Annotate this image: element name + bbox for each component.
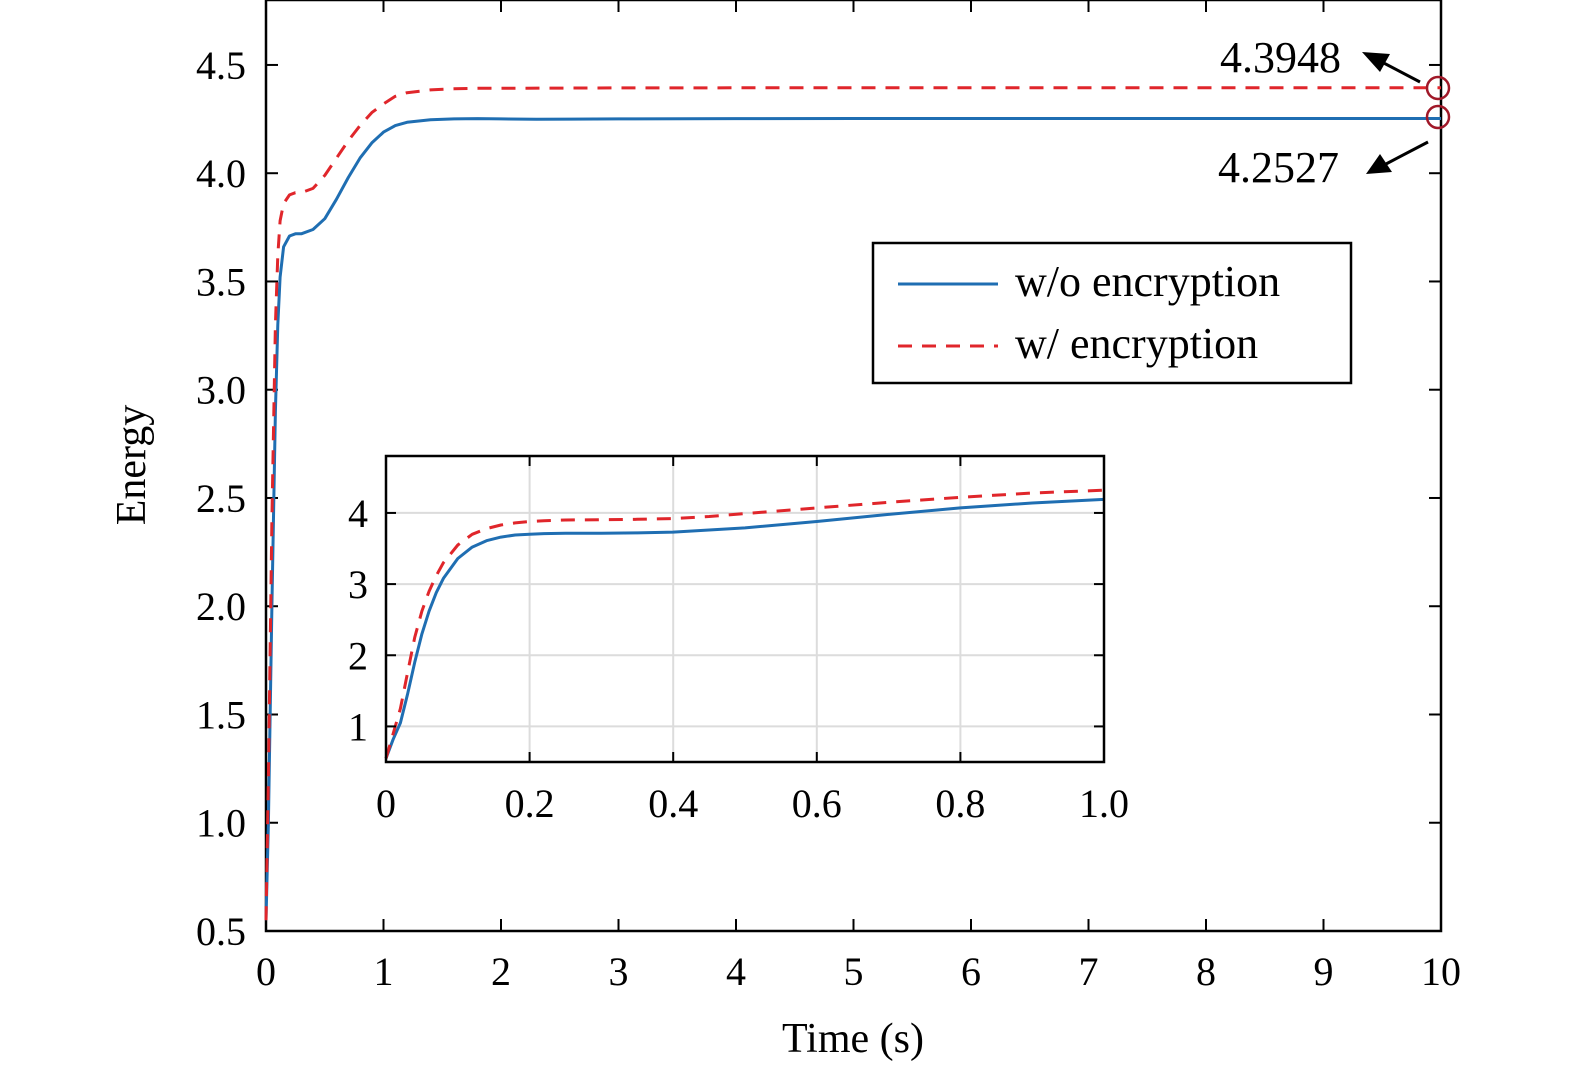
legend-label-solid: w/o encryption — [1015, 257, 1280, 306]
y-tick-label: 4.5 — [196, 43, 246, 88]
inset-series-line-with-encryption — [384, 488, 1105, 759]
main-tick-labels: 0 1 2 3 4 5 6 7 8 9 100.51.01.52.02.53.03.54.04.5 — [196, 43, 1461, 994]
inset-tick-labels: 0 0.2 0.4 0.6 0.8 1.0 1 2 3 4 — [348, 491, 1129, 826]
main-ticks — [265, 0, 1442, 932]
inset-ticks — [385, 456, 1105, 762]
y-tick-label: 4.0 — [196, 151, 246, 196]
annotation-marker-lower — [1425, 104, 1451, 130]
inset-y-tick-label: 3 — [348, 562, 368, 607]
inset-x-tick-label: 1.0 — [1079, 781, 1129, 826]
y-tick-label: 1.5 — [196, 692, 246, 737]
legend-box — [871, 241, 1353, 385]
x-tick-label: 6 — [961, 949, 981, 994]
series-line-with-encryption — [264, 86, 1441, 921]
x-tick-label: 0 — [256, 949, 276, 994]
inset-background — [386, 456, 1104, 762]
legend-label-dashed: w/ encryption — [1015, 319, 1258, 368]
annotations: 4.3948 4.2527 — [1218, 33, 1451, 192]
x-tick-label: 3 — [609, 949, 629, 994]
annotation-label-upper: 4.3948 — [1220, 33, 1341, 82]
x-tick-label: 7 — [1079, 949, 1099, 994]
x-tick-label: 5 — [844, 949, 864, 994]
series-line-without-encryption — [264, 117, 1441, 921]
x-tick-label: 4 — [726, 949, 746, 994]
y-tick-label: 0.5 — [196, 909, 246, 954]
inset-x-tick-label: 0.2 — [505, 781, 555, 826]
inset-x-tick-label: 0.4 — [648, 781, 698, 826]
y-tick-label: 2.5 — [196, 476, 246, 521]
inset-series-line-without-encryption — [384, 497, 1105, 759]
x-axis-title: Time (s) — [782, 1016, 924, 1062]
inset-x-tick-label: 0 — [376, 781, 396, 826]
legend: w/o encryption w/ encryption — [871, 241, 1353, 385]
inset-x-tick-label: 0.6 — [792, 781, 842, 826]
main-series — [264, 86, 1441, 921]
y-axis-title: Energy — [109, 405, 155, 526]
x-tick-label: 1 — [374, 949, 394, 994]
x-tick-label: 8 — [1196, 949, 1216, 994]
annotation-arrow-lower — [1366, 140, 1429, 174]
inset-plot: 0 0.2 0.4 0.6 0.8 1.0 1 2 3 4 — [348, 454, 1129, 826]
inset-series — [384, 488, 1105, 759]
y-tick-label: 1.0 — [196, 801, 246, 846]
y-tick-label: 3.0 — [196, 368, 246, 413]
inset-frame — [384, 454, 1106, 764]
inset-y-tick-label: 1 — [348, 704, 368, 749]
y-tick-label: 3.5 — [196, 259, 246, 304]
annotation-arrow-upper — [1362, 52, 1421, 84]
x-tick-label: 2 — [491, 949, 511, 994]
inset-x-tick-label: 0.8 — [935, 781, 985, 826]
inset-y-tick-label: 4 — [348, 491, 368, 536]
annotation-marker-upper — [1425, 75, 1451, 101]
inset-y-tick-label: 2 — [348, 633, 368, 678]
y-tick-label: 2.0 — [196, 584, 246, 629]
annotation-label-lower: 4.2527 — [1218, 143, 1339, 192]
x-tick-label: 10 — [1421, 949, 1461, 994]
x-tick-label: 9 — [1314, 949, 1334, 994]
